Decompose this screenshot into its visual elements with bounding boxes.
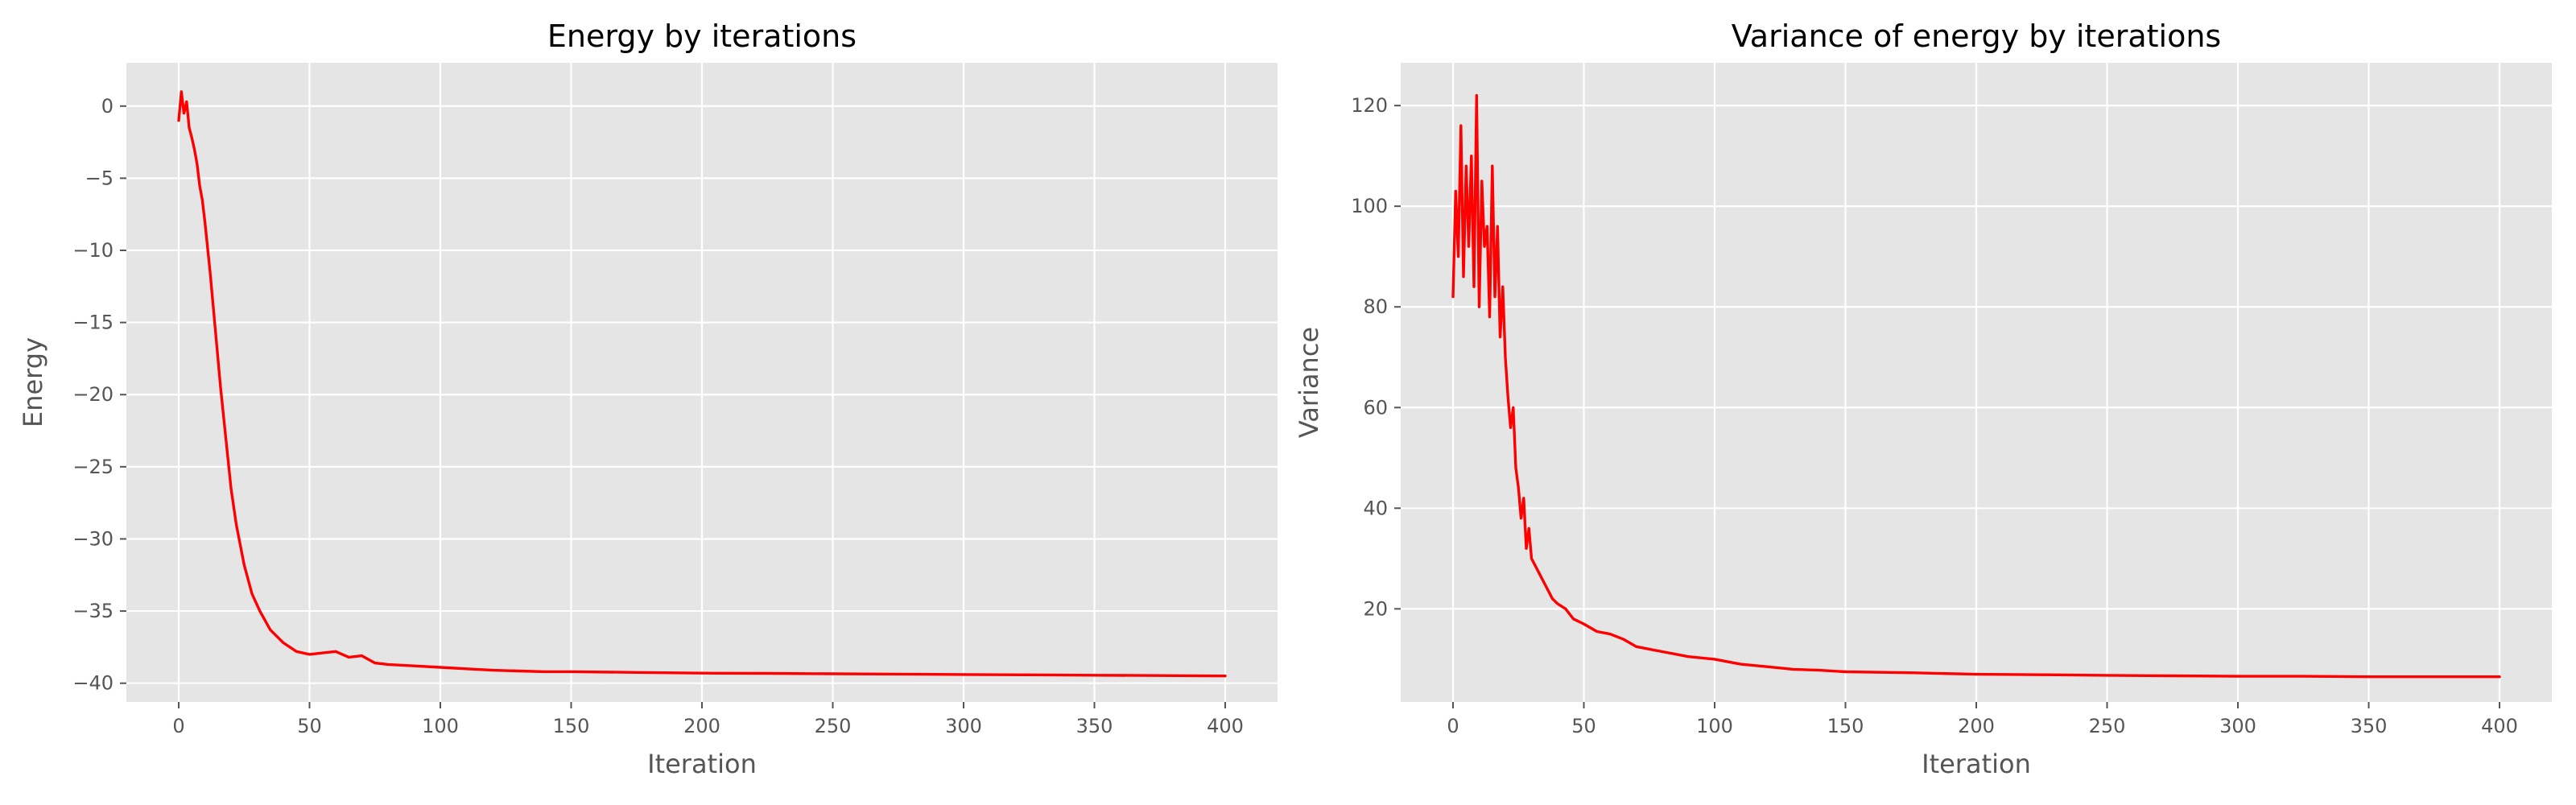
x-tick-label: 350 xyxy=(2351,715,2388,737)
x-tick-label: 150 xyxy=(1827,715,1864,737)
x-tick-label: 100 xyxy=(422,715,459,737)
x-tick-label: 250 xyxy=(815,715,852,737)
y-tick-label: −35 xyxy=(72,600,114,622)
x-tick-label: 250 xyxy=(2089,715,2126,737)
x-axis-label: Iteration xyxy=(647,749,757,779)
x-tick-label: 100 xyxy=(1696,715,1733,737)
y-tick-label: 80 xyxy=(1363,295,1388,318)
y-tick-label: 0 xyxy=(101,95,114,118)
y-axis-label: Variance xyxy=(1294,327,1324,438)
x-tick-label: 0 xyxy=(172,715,184,737)
y-tick-label: 100 xyxy=(1351,195,1388,217)
y-axis-label: Energy xyxy=(18,337,48,427)
series-line xyxy=(1451,93,2501,679)
x-tick-label: 50 xyxy=(297,715,322,737)
chart-title: Variance of energy by iterations xyxy=(1732,19,2221,54)
x-tick-label: 300 xyxy=(2219,715,2256,737)
x-tick-label: 400 xyxy=(2481,715,2518,737)
x-tick-label: 400 xyxy=(1207,715,1244,737)
y-tick-label: −20 xyxy=(72,383,114,406)
series-line xyxy=(177,90,1227,678)
x-tick-label: 0 xyxy=(1447,715,1459,737)
chart-title: Energy by iterations xyxy=(547,19,857,54)
y-tick-label: −15 xyxy=(72,312,114,334)
x-axis-label: Iteration xyxy=(1922,749,2031,779)
x-tick-label: 350 xyxy=(1076,715,1113,737)
y-tick-label: −40 xyxy=(72,672,114,695)
y-tick-label: −5 xyxy=(85,167,114,189)
y-tick-label: 20 xyxy=(1363,597,1388,620)
y-tick-label: −25 xyxy=(72,456,114,478)
y-tick-label: 60 xyxy=(1363,396,1388,419)
y-tick-label: 40 xyxy=(1363,497,1388,519)
y-tick-label: −10 xyxy=(72,239,114,262)
x-tick-label: 150 xyxy=(553,715,590,737)
x-tick-label: 200 xyxy=(1958,715,1995,737)
y-tick-label: 120 xyxy=(1351,94,1388,117)
y-tick-label: −30 xyxy=(72,527,114,550)
variance-chart: 0 50 100 150 200 250 300 350 400 20 40 60 80 100 120 Va… xyxy=(1294,19,2552,779)
energy-chart: 0 50 100 150 200 250 300 350 400 0 −5 −10 −15 −20 −25 −… xyxy=(18,19,1278,779)
x-tick-label: 300 xyxy=(945,715,982,737)
x-tick-label: 50 xyxy=(1571,715,1596,737)
x-tick-label: 200 xyxy=(683,715,720,737)
